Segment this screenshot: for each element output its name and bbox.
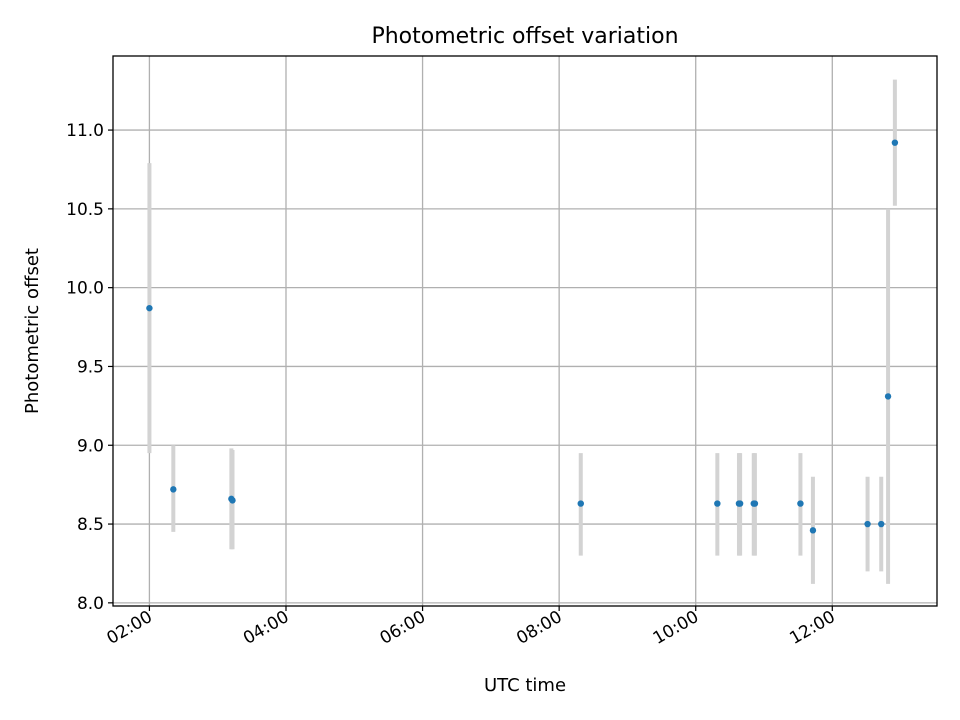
- chart-title: Photometric offset variation: [371, 24, 678, 49]
- x-tick-label: 08:00: [513, 607, 565, 649]
- chart: 02:00 04:00 06:00 08:00 10:00 12:00 8.0 8.5 9.0 9…: [0, 0, 960, 720]
- y-tick-label: 9.0: [77, 436, 104, 456]
- x-tick-label: 12:00: [786, 607, 838, 649]
- data-point: [878, 521, 884, 527]
- x-tick-label: 06:00: [377, 607, 429, 649]
- y-tick-label: 10.5: [66, 200, 104, 220]
- data-point: [737, 500, 743, 506]
- data-point: [170, 486, 176, 492]
- data-point: [864, 521, 870, 527]
- data-point: [752, 500, 758, 506]
- tick-layer: 02:00 04:00 06:00 08:00 10:00 12:00 8.0 8.5 9.0 9…: [66, 121, 839, 649]
- x-tick-label: 04:00: [240, 607, 292, 649]
- y-tick-label: 8.0: [77, 594, 104, 614]
- data-point: [885, 393, 891, 399]
- point-layer: [146, 139, 898, 533]
- x-tick-label: 10:00: [650, 607, 702, 649]
- data-point: [578, 500, 584, 506]
- x-axis-label: UTC time: [484, 675, 566, 696]
- y-tick-label: 11.0: [66, 121, 104, 141]
- y-tick-label: 10.0: [66, 279, 104, 299]
- y-tick-label: 9.5: [77, 357, 104, 377]
- data-point: [797, 500, 803, 506]
- data-point: [810, 527, 816, 533]
- data-point: [714, 500, 720, 506]
- y-tick-label: 8.5: [77, 515, 104, 535]
- x-tick-label: 02:00: [103, 607, 155, 649]
- data-point: [229, 497, 235, 503]
- errorbar-layer: [149, 80, 894, 584]
- y-axis-label: Photometric offset: [22, 248, 43, 414]
- data-point: [146, 305, 152, 311]
- data-point: [892, 139, 898, 145]
